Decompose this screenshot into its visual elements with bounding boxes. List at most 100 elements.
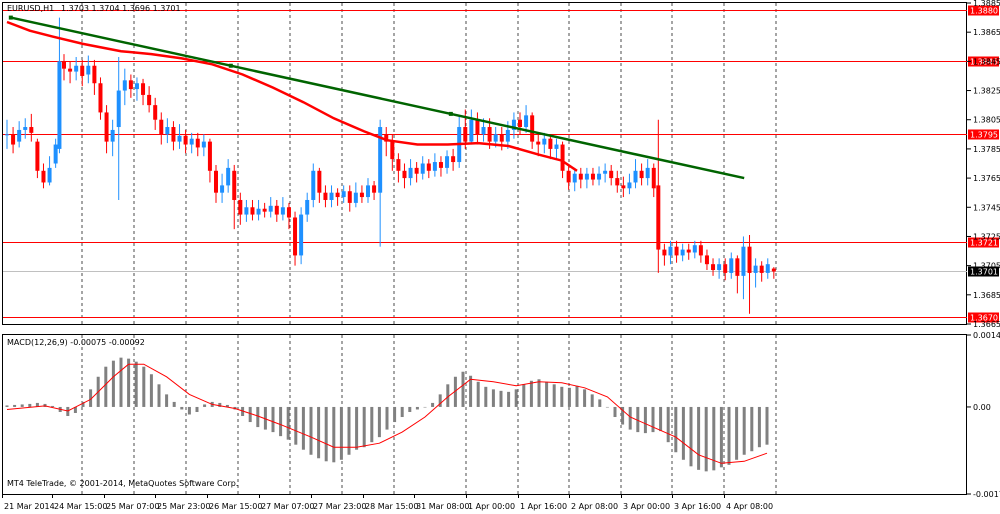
bear-candle <box>651 167 656 189</box>
macd-bar <box>438 394 442 407</box>
macd-bar <box>286 406 290 440</box>
bull-candle <box>47 167 52 183</box>
macd-bar <box>621 406 625 425</box>
macd-bar <box>400 406 404 418</box>
time-label: 27 Mar 23:00 <box>313 502 366 511</box>
time-label: 2 Apr 08:00 <box>571 502 618 511</box>
trendline-anchor <box>448 111 453 116</box>
trendline-line <box>10 16 745 180</box>
macd-bar <box>590 394 594 407</box>
macd-tick-label: -0.00173 <box>973 490 1000 499</box>
level-tag <box>968 312 999 323</box>
bull-candle <box>408 167 413 179</box>
trendline[interactable] <box>8 15 745 180</box>
price-tick-label: 1.3865 <box>973 28 1000 37</box>
macd-bar <box>712 406 716 471</box>
macd-bar <box>704 406 708 472</box>
macd-bar <box>362 406 366 448</box>
bear-candle <box>463 127 468 142</box>
price-tick-label: 1.3745 <box>973 203 1000 212</box>
bull-candle <box>268 205 273 212</box>
macd-bar <box>659 406 663 432</box>
macd-bar <box>446 384 450 407</box>
macd-bar <box>180 406 184 410</box>
bull-candle <box>554 144 559 149</box>
level-tag-label: 1.3795 <box>970 131 998 140</box>
macd-bar <box>13 404 17 407</box>
macd-bar <box>119 357 123 407</box>
macd-bar <box>393 406 397 423</box>
bull-candle <box>116 90 121 128</box>
macd-bar <box>408 406 412 412</box>
bear-candle <box>530 115 535 142</box>
chart-title-symbol: EURUSD,H1 <box>7 4 54 13</box>
bull-candle <box>753 265 758 273</box>
bear-candle <box>771 268 776 272</box>
bull-candle <box>220 185 225 193</box>
bear-candle <box>548 138 553 149</box>
bear-candle <box>286 207 291 218</box>
macd-bar <box>529 380 533 407</box>
bear-candle <box>207 141 212 171</box>
bear-candle <box>128 80 133 90</box>
macd-bar <box>651 406 655 433</box>
bull-candle <box>692 245 697 253</box>
macd-bar <box>35 402 39 407</box>
macd-bar <box>628 406 632 430</box>
copyright-text: MT4 TeleTrade, © 2001-2014, MetaQuotes S… <box>7 479 238 488</box>
bear-candle <box>438 162 443 168</box>
time-label: 31 Mar 08:00 <box>416 502 469 511</box>
macd-bar <box>370 406 374 443</box>
bull-candle <box>311 170 316 200</box>
moving-average <box>6 20 578 172</box>
bear-candle <box>656 185 661 250</box>
bear-candle <box>232 170 237 200</box>
macd-bar <box>689 406 693 467</box>
macd-bar <box>674 406 678 453</box>
bear-candle <box>98 83 103 113</box>
price-tick-label: 1.3825 <box>973 87 1000 96</box>
macd-bar <box>142 366 146 407</box>
macd-bar <box>697 406 701 470</box>
level-tag <box>968 129 999 140</box>
bear-candle <box>41 170 46 183</box>
bear-candle <box>153 105 158 120</box>
bear-candle <box>293 217 298 256</box>
horizontal-levels[interactable]: 1.3880 1.3845 1.3795 1.3721 1.3670 1.3701 <box>3 5 999 323</box>
macd-bar <box>89 389 93 407</box>
bull-candle <box>493 134 498 142</box>
macd-bar <box>598 399 602 407</box>
macd-bar <box>666 406 670 443</box>
bear-candle <box>414 167 419 174</box>
price-tick-label: 1.3665 <box>973 320 1000 329</box>
macd-bar <box>301 406 305 450</box>
macd-bar <box>727 406 731 465</box>
time-label: 27 Mar 07:00 <box>261 502 314 511</box>
bull-candle <box>201 141 206 148</box>
bull-candle <box>305 199 310 215</box>
macd-bar <box>499 390 503 407</box>
current-price-tag <box>968 266 999 277</box>
bear-candle <box>141 83 146 95</box>
bear-candle <box>698 245 703 256</box>
bull-candle <box>122 80 127 91</box>
macd-bar <box>735 406 739 460</box>
bull-candle <box>329 192 334 200</box>
bear-candle <box>214 170 218 193</box>
bull-candle <box>542 138 547 145</box>
macd-bar <box>575 385 579 407</box>
macd-bar <box>560 386 564 407</box>
price-panel-border <box>2 2 967 325</box>
price-tick-label: 1.3845 <box>973 57 1000 66</box>
price-tick-label: 1.3885 <box>973 0 1000 8</box>
macd-bar <box>263 406 267 430</box>
macd-bar <box>719 406 723 468</box>
macd-bar <box>317 406 321 459</box>
macd-tick-label: 0.00 <box>973 403 991 412</box>
bull-candle <box>597 173 602 180</box>
bear-candle <box>372 185 377 193</box>
macd-bar <box>681 406 685 460</box>
macd-bar <box>377 406 381 438</box>
bull-candle <box>729 258 734 273</box>
